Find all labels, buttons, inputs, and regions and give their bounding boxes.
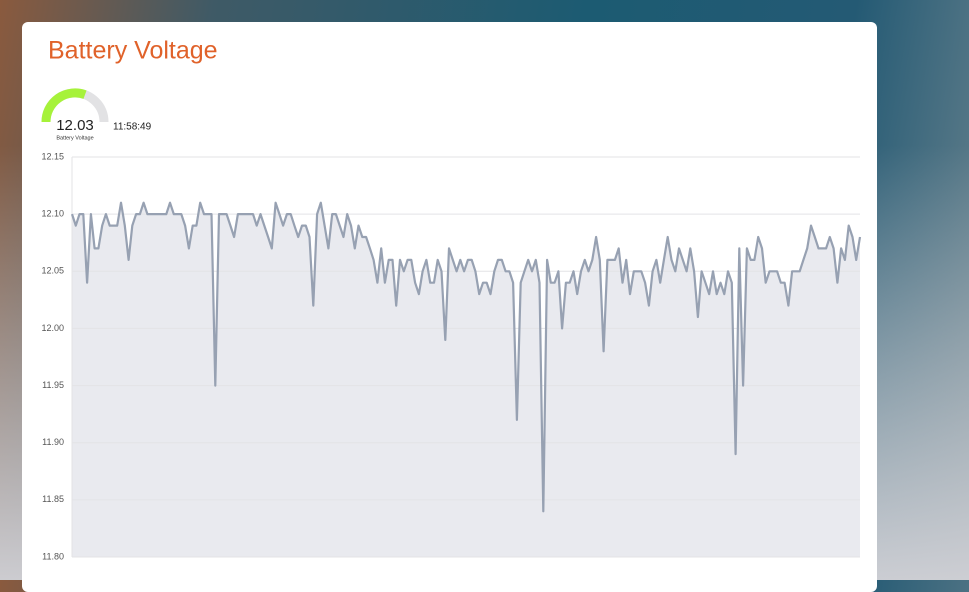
gauge-label: Battery Voltage (56, 135, 93, 141)
y-tick-label: 12.10 (41, 209, 64, 219)
y-tick-label: 11.85 (42, 494, 64, 504)
widget: Battery Voltage 12.03 Battery Voltage 11… (41, 37, 862, 561)
gauge-value: 12.03 (56, 117, 94, 134)
title: Battery Voltage (48, 37, 218, 65)
time: 11:58:49 (113, 122, 152, 133)
y-tick-label: 11.80 (42, 551, 64, 561)
line (70, 201, 862, 513)
y-tick-label: 12.15 (41, 151, 64, 161)
y-tick-label: 12.05 (41, 266, 64, 276)
page: Battery Voltage 12.03 Battery Voltage 11… (0, 0, 969, 580)
area (72, 202, 860, 557)
y-tick-label: 11.90 (42, 437, 64, 447)
gauge-fill (41, 88, 87, 123)
y-tick-label: 12.00 (41, 323, 64, 333)
y-tick-label: 11.95 (42, 380, 64, 390)
